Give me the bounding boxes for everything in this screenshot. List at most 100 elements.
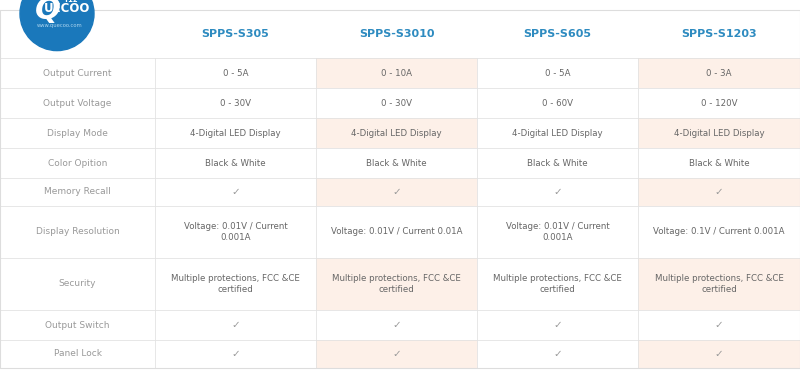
- Bar: [477, 58, 638, 88]
- Text: 4-Digital LED Display: 4-Digital LED Display: [351, 128, 442, 138]
- Text: Voltage: 0.01V / Current 0.01A: Voltage: 0.01V / Current 0.01A: [330, 227, 462, 236]
- Text: SPPS-S605: SPPS-S605: [523, 29, 591, 39]
- Text: ✓: ✓: [231, 187, 240, 197]
- Text: Voltage: 0.01V / Current
0.001A: Voltage: 0.01V / Current 0.001A: [184, 222, 287, 243]
- Bar: [477, 178, 638, 206]
- Bar: [638, 178, 800, 206]
- Text: 0 - 60V: 0 - 60V: [542, 99, 573, 108]
- Text: 4-Digital LED Display: 4-Digital LED Display: [674, 128, 764, 138]
- Text: UECOO: UECOO: [44, 2, 90, 15]
- Bar: [316, 206, 477, 258]
- Text: 0 - 3A: 0 - 3A: [706, 69, 732, 78]
- Bar: [638, 118, 800, 148]
- Text: ✓: ✓: [392, 320, 401, 330]
- Text: ✓: ✓: [714, 187, 723, 197]
- Bar: [477, 118, 638, 148]
- Text: ✓: ✓: [553, 349, 562, 359]
- Bar: [316, 58, 477, 88]
- Text: ✓: ✓: [714, 349, 723, 359]
- Text: 0 - 10A: 0 - 10A: [381, 69, 412, 78]
- Bar: [638, 58, 800, 88]
- Bar: [0, 58, 155, 88]
- Text: Color Opition: Color Opition: [48, 158, 107, 167]
- Bar: [0, 206, 155, 258]
- Text: ✓: ✓: [553, 187, 562, 197]
- Bar: [0, 148, 155, 178]
- Circle shape: [20, 0, 94, 51]
- Text: Display Mode: Display Mode: [47, 128, 108, 138]
- Bar: [638, 206, 800, 258]
- Bar: [155, 206, 316, 258]
- Text: Output Switch: Output Switch: [46, 321, 110, 330]
- Bar: [316, 258, 477, 310]
- Text: 0 - 30V: 0 - 30V: [220, 99, 251, 108]
- Text: ✓: ✓: [392, 187, 401, 197]
- Bar: [477, 258, 638, 310]
- Text: Multiple protections, FCC &CE
certified: Multiple protections, FCC &CE certified: [332, 274, 461, 294]
- Text: Output Current: Output Current: [43, 69, 112, 78]
- Text: 0 - 30V: 0 - 30V: [381, 99, 412, 108]
- Bar: [638, 88, 800, 118]
- Bar: [638, 148, 800, 178]
- Text: Black & White: Black & White: [689, 158, 750, 167]
- Bar: [477, 148, 638, 178]
- Bar: [155, 118, 316, 148]
- Bar: [0, 88, 155, 118]
- Text: ✓: ✓: [231, 320, 240, 330]
- Bar: [155, 88, 316, 118]
- Text: ✓: ✓: [714, 320, 723, 330]
- Bar: [316, 148, 477, 178]
- Text: Black & White: Black & White: [527, 158, 588, 167]
- Bar: [0, 178, 155, 206]
- Bar: [0, 258, 155, 310]
- Text: 4-Digital LED Display: 4-Digital LED Display: [512, 128, 603, 138]
- Text: Multiple protections, FCC &CE
certified: Multiple protections, FCC &CE certified: [654, 274, 783, 294]
- Bar: [477, 88, 638, 118]
- Text: T12: T12: [64, 0, 78, 3]
- Bar: [316, 178, 477, 206]
- Bar: [316, 88, 477, 118]
- Text: Black & White: Black & White: [366, 158, 427, 167]
- Text: 0 - 5A: 0 - 5A: [222, 69, 248, 78]
- Bar: [0, 340, 155, 368]
- Bar: [477, 206, 638, 258]
- Bar: [155, 148, 316, 178]
- Text: Security: Security: [58, 280, 96, 289]
- Bar: [316, 118, 477, 148]
- Text: ✓: ✓: [392, 349, 401, 359]
- Bar: [155, 340, 316, 368]
- Text: Display Resolution: Display Resolution: [36, 227, 119, 236]
- Bar: [638, 258, 800, 310]
- Bar: [0, 10, 800, 58]
- Bar: [316, 340, 477, 368]
- Text: Multiple protections, FCC &CE
certified: Multiple protections, FCC &CE certified: [171, 274, 300, 294]
- Bar: [477, 340, 638, 368]
- Text: Q: Q: [35, 0, 61, 25]
- Text: Black & White: Black & White: [205, 158, 266, 167]
- Bar: [638, 310, 800, 340]
- Bar: [155, 310, 316, 340]
- Bar: [155, 258, 316, 310]
- Text: Voltage: 0.01V / Current
0.001A: Voltage: 0.01V / Current 0.001A: [506, 222, 610, 243]
- Text: 0 - 120V: 0 - 120V: [701, 99, 738, 108]
- Text: SPPS-S305: SPPS-S305: [202, 29, 270, 39]
- Bar: [316, 310, 477, 340]
- Text: 0 - 5A: 0 - 5A: [545, 69, 570, 78]
- Bar: [155, 58, 316, 88]
- Text: Output Voltage: Output Voltage: [43, 99, 112, 108]
- Text: 4-Digital LED Display: 4-Digital LED Display: [190, 128, 281, 138]
- Text: SPPS-S3010: SPPS-S3010: [358, 29, 434, 39]
- Bar: [155, 178, 316, 206]
- Bar: [0, 118, 155, 148]
- Text: Panel Lock: Panel Lock: [54, 349, 102, 358]
- Text: Voltage: 0.1V / Current 0.001A: Voltage: 0.1V / Current 0.001A: [654, 227, 785, 236]
- Text: ✓: ✓: [553, 320, 562, 330]
- Bar: [0, 310, 155, 340]
- Text: www.quecoo.com: www.quecoo.com: [37, 23, 83, 28]
- Bar: [477, 310, 638, 340]
- Text: Multiple protections, FCC &CE
certified: Multiple protections, FCC &CE certified: [493, 274, 622, 294]
- Text: Memory Recall: Memory Recall: [44, 188, 111, 197]
- Bar: [638, 340, 800, 368]
- Text: ✓: ✓: [231, 349, 240, 359]
- Text: SPPS-S1203: SPPS-S1203: [681, 29, 757, 39]
